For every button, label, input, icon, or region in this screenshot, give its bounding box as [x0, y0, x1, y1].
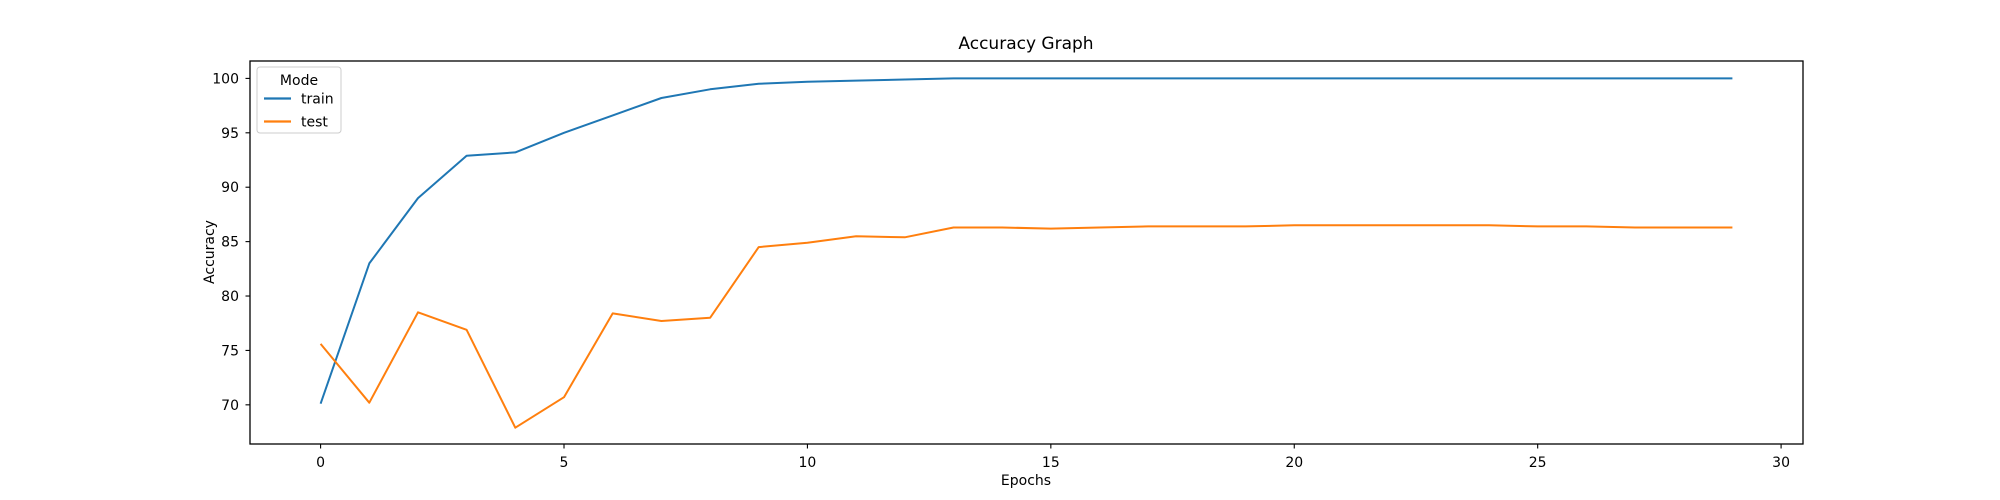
legend-title: Mode: [280, 73, 318, 89]
legend-label-train: train: [301, 92, 334, 108]
legend-box: [256, 66, 342, 134]
y-tick-label: 90: [221, 180, 239, 196]
y-tick-label: 85: [221, 235, 239, 251]
series-line-train: [319, 77, 1733, 405]
x-tick-label: 5: [560, 455, 569, 471]
y-tick-label: 80: [221, 289, 239, 305]
y-tick-label: 95: [221, 126, 239, 142]
x-axis-label: Epochs: [1001, 473, 1051, 489]
plot-area: [249, 60, 1804, 445]
y-tick-label: 75: [221, 343, 239, 359]
series-line-test: [319, 224, 1733, 429]
data-series: [319, 77, 1733, 429]
x-tick-label: 20: [1285, 455, 1303, 471]
y-axis-label: Accuracy: [202, 220, 218, 284]
legend-entries: train test: [264, 92, 334, 131]
y-axis-ticks: 70 75 80 85 90 95 100: [212, 71, 250, 414]
x-tick-label: 10: [799, 455, 817, 471]
x-tick-label: 30: [1772, 455, 1790, 471]
legend: Mode train test: [256, 66, 342, 134]
x-tick-label: 25: [1529, 455, 1547, 471]
y-tick-label: 70: [221, 398, 239, 414]
x-tick-label: 0: [316, 455, 325, 471]
legend-label-test: test: [301, 115, 328, 131]
y-tick-label: 100: [212, 71, 239, 87]
x-axis-ticks: 0 5 10 15 20 25 30: [316, 444, 1790, 471]
chart-title: Accuracy Graph: [958, 34, 1093, 54]
x-tick-label: 15: [1042, 455, 1060, 471]
